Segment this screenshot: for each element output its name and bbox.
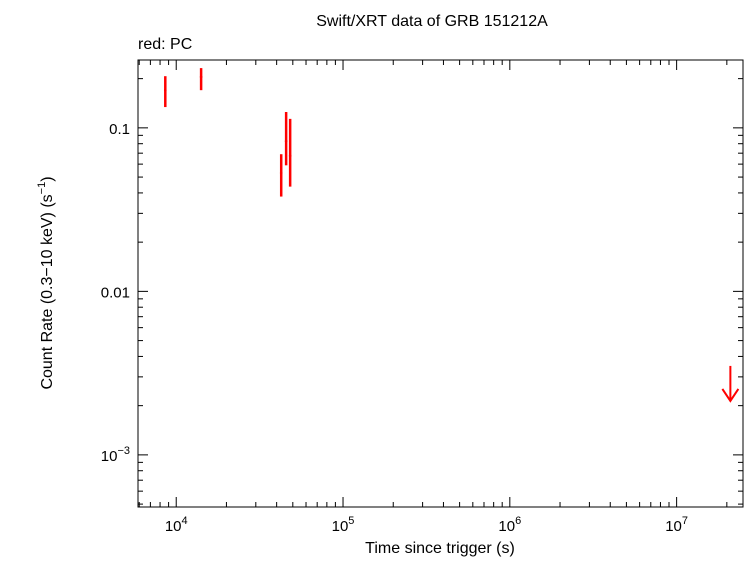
upper-limit: [721, 365, 740, 403]
chart-title: Swift/XRT data of GRB 151212A: [316, 13, 548, 30]
data-point: [288, 154, 292, 158]
data-point: [199, 75, 203, 79]
subtitle: red: PC: [138, 36, 192, 53]
y-label-part: Count Rate (0.3−10 keV) (s: [39, 194, 56, 389]
y-tick-label: 0.1: [109, 121, 130, 138]
y-label-sup: −1: [36, 182, 48, 195]
upper-limit-head: [721, 388, 740, 403]
y-tick-label: 0.01: [101, 284, 130, 301]
y-label-part: ): [39, 176, 56, 181]
x-axis-label: Time since trigger (s): [365, 540, 515, 557]
plot-frame: [137, 59, 744, 508]
y-tick-label: 10−3: [101, 445, 130, 465]
x-tick-label: 104: [165, 515, 188, 535]
data-point: [279, 171, 283, 175]
x-tick-label: 107: [665, 515, 688, 535]
x-tick-label: 105: [332, 515, 355, 535]
data-point: [163, 88, 167, 92]
y-axis-label: Count Rate (0.3−10 keV) (s−1): [36, 176, 56, 389]
x-tick-label: 106: [498, 515, 521, 535]
data-point: [284, 139, 288, 143]
